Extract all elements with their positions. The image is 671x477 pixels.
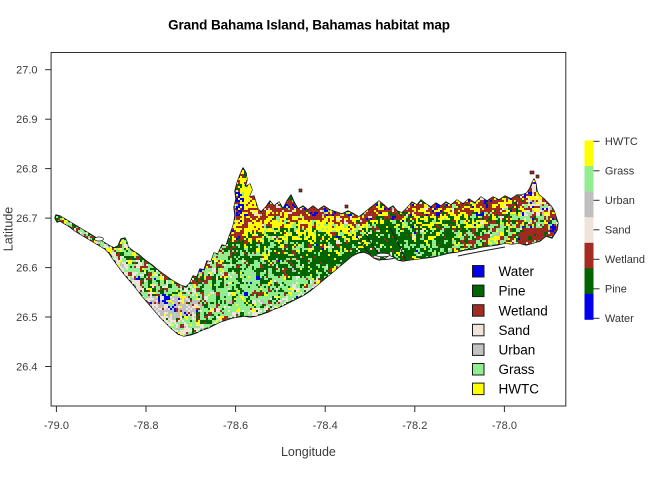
svg-text:Wetland: Wetland <box>605 254 645 266</box>
svg-text:Sand: Sand <box>499 323 531 338</box>
svg-text:HWTC: HWTC <box>605 136 638 148</box>
svg-text:-79.0: -79.0 <box>44 420 69 432</box>
svg-text:Urban: Urban <box>605 195 635 207</box>
svg-text:Water: Water <box>605 313 634 325</box>
svg-text:Water: Water <box>499 264 535 279</box>
svg-text:-78.2: -78.2 <box>402 420 427 432</box>
svg-text:-78.0: -78.0 <box>492 420 517 432</box>
svg-text:27.0: 27.0 <box>16 65 37 77</box>
svg-text:26.7: 26.7 <box>16 213 37 225</box>
svg-text:-78.8: -78.8 <box>133 420 158 432</box>
svg-text:26.5: 26.5 <box>16 312 37 324</box>
svg-text:Urban: Urban <box>499 343 536 358</box>
svg-text:26.6: 26.6 <box>16 262 37 274</box>
svg-text:Latitude: Latitude <box>2 207 16 252</box>
svg-text:Grass: Grass <box>499 362 535 377</box>
svg-text:Pine: Pine <box>605 284 627 296</box>
svg-text:Wetland: Wetland <box>499 303 548 318</box>
svg-text:Sand: Sand <box>605 225 631 237</box>
svg-text:Pine: Pine <box>499 284 526 299</box>
svg-text:HWTC: HWTC <box>499 382 540 397</box>
svg-text:Grass: Grass <box>605 166 635 178</box>
svg-text:26.8: 26.8 <box>16 163 37 175</box>
svg-text:-78.4: -78.4 <box>313 420 338 432</box>
svg-text:Longitude: Longitude <box>281 445 336 459</box>
svg-text:26.9: 26.9 <box>16 114 37 126</box>
svg-text:26.4: 26.4 <box>16 361 37 373</box>
svg-text:Grand Bahama Island, Bahamas h: Grand Bahama Island, Bahamas habitat map <box>168 18 450 33</box>
svg-text:-78.6: -78.6 <box>223 420 248 432</box>
